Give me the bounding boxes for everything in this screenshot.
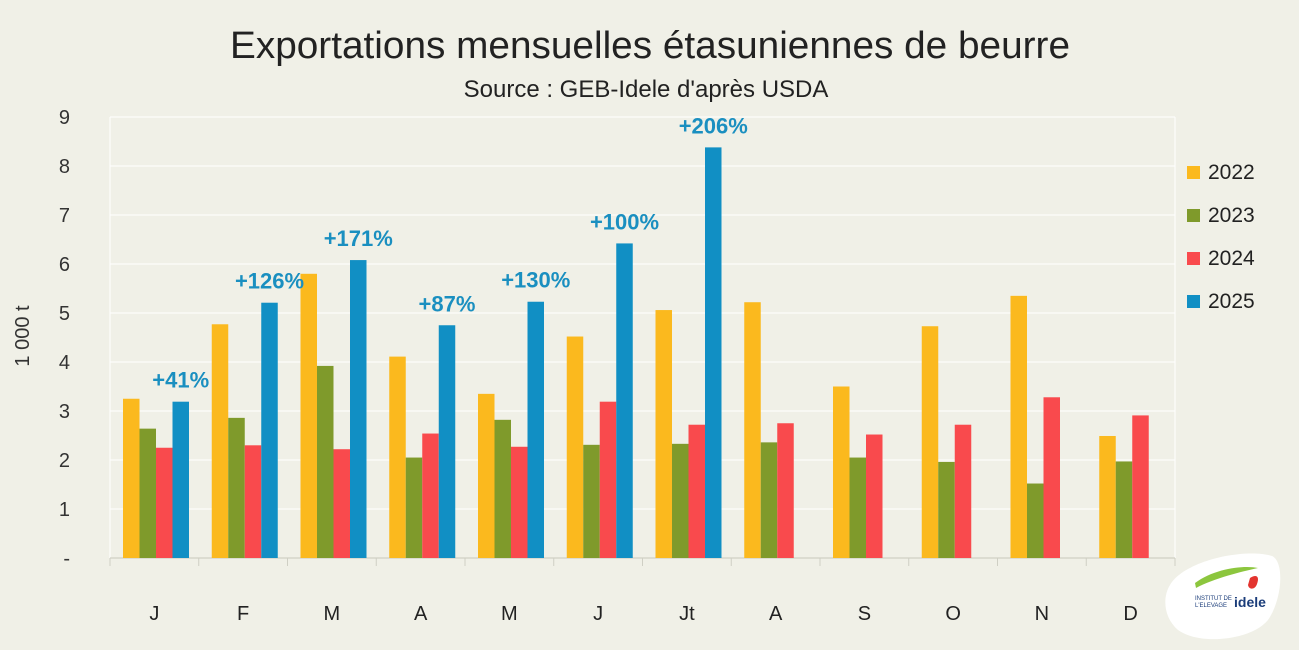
bar-2022: [566, 336, 584, 558]
bar-2025: [261, 302, 278, 558]
bar-2025: [350, 260, 367, 558]
bar-2022: [300, 273, 317, 558]
y-tick-label: -: [63, 548, 70, 570]
logo-line2: L'ELEVAGE: [1195, 603, 1227, 609]
data-label: +100%: [590, 209, 659, 234]
y-tick-label: 7: [59, 205, 70, 227]
logo-brand: idele: [1234, 594, 1266, 610]
chart-subtitle: Source : GEB-Idele d'après USDA: [464, 76, 829, 103]
x-tick-label: O: [945, 603, 961, 625]
bar-2023: [405, 457, 423, 558]
y-tick-label: 6: [59, 254, 70, 276]
bar-2024: [1043, 397, 1060, 558]
x-tick-label: N: [1035, 603, 1049, 625]
x-tick-label: S: [858, 603, 871, 625]
bar-2023: [1115, 461, 1133, 558]
idele-logo: INSTITUT DE L'ELEVAGE idele: [1165, 553, 1281, 640]
x-tick-label: A: [769, 603, 783, 625]
bar-2025: [172, 401, 189, 558]
logo-line1: INSTITUT DE: [1195, 596, 1232, 602]
bars: [123, 147, 1149, 559]
bar-2024: [688, 424, 705, 558]
x-tick-label: J: [593, 603, 603, 625]
y-tick-label: 3: [59, 401, 70, 423]
bar-2022: [655, 310, 672, 558]
legend-swatch-2025: [1187, 295, 1200, 308]
bar-2025: [438, 325, 456, 558]
y-tick-label: 1: [59, 499, 70, 521]
bar-2023: [938, 461, 955, 558]
annotations: +41% +126% +171% +87% +130% +100% +206%: [152, 113, 748, 392]
bar-2022: [833, 386, 850, 558]
gridlines: [109, 116, 1176, 558]
bar-2023: [139, 428, 156, 558]
bar-2023: [1027, 483, 1044, 558]
bar-2025: [527, 301, 544, 558]
bar-2022: [1010, 295, 1027, 558]
bar-2023: [583, 444, 600, 558]
bar-2022: [921, 326, 939, 558]
logo-swoosh-green: [1195, 566, 1258, 588]
x-tick-label: M: [324, 603, 341, 625]
bar-2025: [705, 147, 722, 558]
bar-2024: [422, 433, 439, 558]
bar-2022: [478, 393, 495, 558]
bar-2023: [228, 417, 245, 558]
legend-swatch-2024: [1187, 252, 1200, 265]
data-label: +87%: [419, 291, 476, 316]
bar-2024: [156, 447, 173, 558]
bar-2023: [317, 365, 334, 558]
y-axis-label: 1 000 t: [12, 305, 34, 367]
data-label: +130%: [501, 268, 570, 293]
y-tick-label: 2: [59, 450, 70, 472]
logo-badge-shape: [1165, 553, 1281, 640]
bar-2022: [211, 324, 229, 558]
bar-2025: [616, 243, 633, 559]
data-label: +126%: [235, 269, 304, 294]
data-label: +206%: [679, 113, 748, 138]
y-tick-label: 4: [59, 352, 70, 374]
bar-2023: [494, 419, 511, 558]
bar-2024: [244, 445, 262, 558]
legend: 2022 2023 2024 2025: [1187, 161, 1255, 313]
bar-2023: [849, 457, 866, 558]
legend-swatch-2023: [1187, 209, 1200, 222]
bar-2024: [777, 423, 794, 558]
x-tick-label: A: [414, 603, 428, 625]
legend-label: 2022: [1208, 161, 1255, 184]
data-label: +171%: [324, 226, 393, 251]
bar-2022: [1099, 435, 1116, 558]
bar-2024: [333, 449, 350, 558]
y-tick-label: 9: [59, 107, 70, 129]
legend-label: 2025: [1208, 290, 1255, 313]
bar-2022: [123, 398, 140, 558]
bar-2024: [1132, 415, 1149, 558]
x-tick-label: F: [237, 603, 249, 625]
x-tick-label: J: [149, 603, 159, 625]
bar-2024: [599, 401, 617, 558]
bar-2024: [511, 446, 528, 558]
legend-label: 2024: [1208, 247, 1255, 270]
legend-label: 2023: [1208, 204, 1255, 227]
legend-swatch-2022: [1187, 166, 1200, 179]
y-tick-label: 5: [59, 303, 70, 325]
x-tick-label: M: [501, 603, 518, 625]
logo-swoosh-red: [1248, 576, 1259, 589]
bar-2022: [744, 302, 761, 558]
bar-2024: [866, 434, 883, 558]
axes: - 1 2 3 4 5 6 7 8 9 J F M A M J Jt A S O N D: [59, 107, 1176, 625]
bar-2023: [760, 442, 778, 558]
x-tick-label: Jt: [679, 603, 695, 625]
chart-title: Exportations mensuelles étasuniennes de …: [230, 25, 1070, 67]
x-tick-label: D: [1123, 603, 1137, 625]
data-label: +41%: [152, 368, 209, 393]
bar-2022: [389, 356, 406, 558]
y-tick-label: 8: [59, 156, 70, 178]
bar-2024: [954, 424, 972, 558]
bar-2023: [672, 443, 689, 558]
